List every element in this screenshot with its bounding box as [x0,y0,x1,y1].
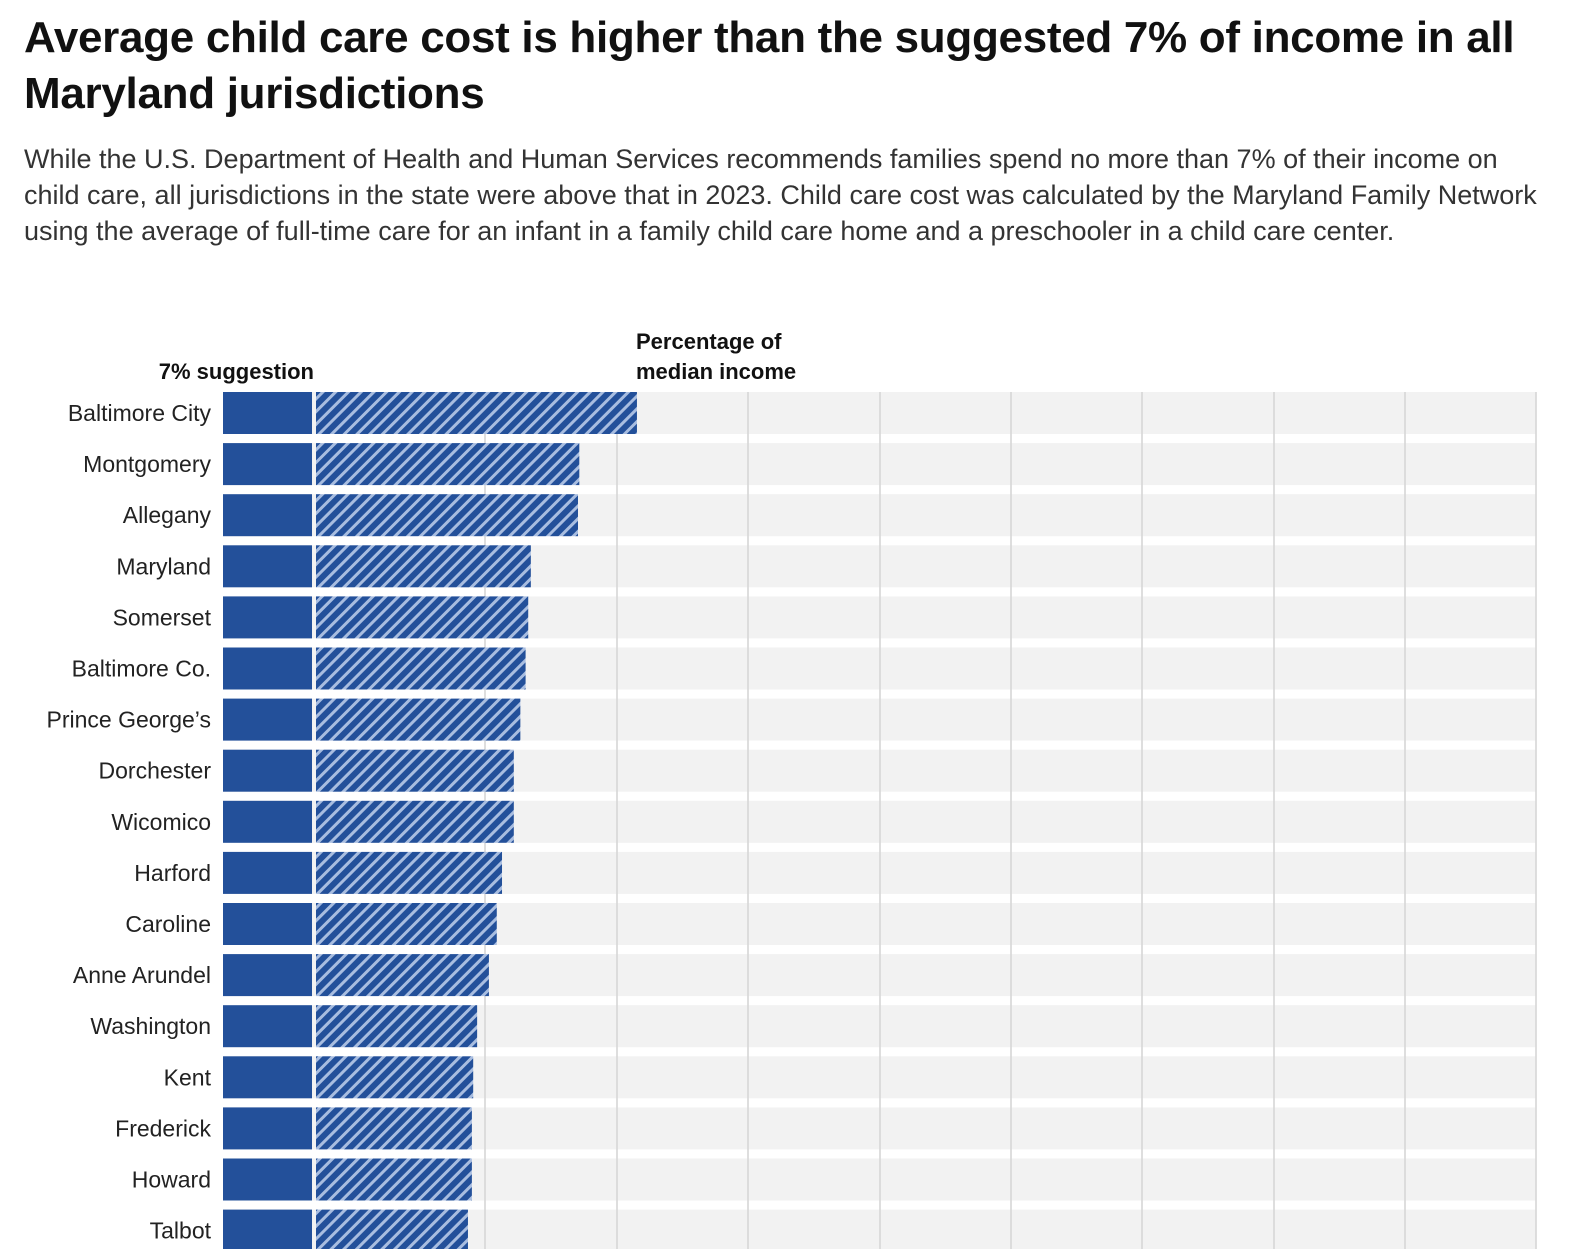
chart-title: Average child care cost is higher than t… [24,13,1515,118]
category-label: Kent [164,1064,212,1090]
suggestion-bar [223,1005,312,1048]
category-label: Harford [134,860,211,886]
category-label: Frederick [115,1115,211,1141]
category-label: Wicomico [111,809,211,835]
suggestion-bar [223,800,312,843]
actual-bar [316,851,503,894]
suggestion-bar [223,647,312,690]
suggestion-bar [223,1107,312,1150]
actual-bar [316,1056,474,1099]
category-label: Baltimore City [68,400,212,426]
actual-bar [316,698,521,741]
actual-bar [316,1107,472,1150]
actual-bar [316,903,497,945]
actual-bar [316,443,580,486]
chart-subtitle: While the U.S. Department of Health and … [24,144,1537,246]
actual-column-label-line-1: Percentage of [636,329,782,354]
suggestion-bar [223,698,312,741]
actual-bar [316,1209,468,1249]
suggestion-bar [223,851,312,894]
suggestion-bar [223,392,312,434]
suggestion-column-label: 7% suggestion [159,359,314,384]
actual-column-label-line-2: median income [636,359,796,384]
actual-bar [316,749,514,792]
category-label: Dorchester [99,758,212,784]
category-labels: Baltimore City Montgomery Allegany Maryland… [47,400,212,1244]
category-label: Maryland [116,553,211,579]
suggestion-bar [223,1158,312,1201]
actual-bar [316,1158,472,1201]
actual-bar [316,800,514,843]
category-label: Somerset [113,604,212,630]
category-label: Talbot [150,1218,212,1244]
suggestion-bar [223,954,312,997]
suggestion-bar [223,494,312,537]
category-label: Montgomery [83,451,211,477]
category-label: Caroline [125,911,211,937]
actual-bar [316,596,529,639]
suggestion-bar [223,443,312,486]
category-label: Howard [132,1167,211,1193]
actual-bar [316,954,489,997]
suggestion-bar [223,1056,312,1099]
actual-bar [316,494,578,537]
actual-bar [316,647,526,690]
actual-bar [316,1005,478,1048]
suggestion-bar [223,903,312,945]
suggestion-bar [223,749,312,792]
actual-bar [316,545,531,588]
category-label: Baltimore Co. [72,656,211,682]
gridlines [484,392,1537,1249]
bars [223,392,637,1249]
suggestion-bar [223,545,312,588]
category-label: Washington [90,1013,211,1039]
category-label: Allegany [123,502,212,528]
actual-bar [316,392,637,434]
category-label: Anne Arundel [73,962,211,988]
suggestion-bar [223,596,312,639]
suggestion-bar [223,1209,312,1249]
category-label: Prince George’s [47,707,212,733]
